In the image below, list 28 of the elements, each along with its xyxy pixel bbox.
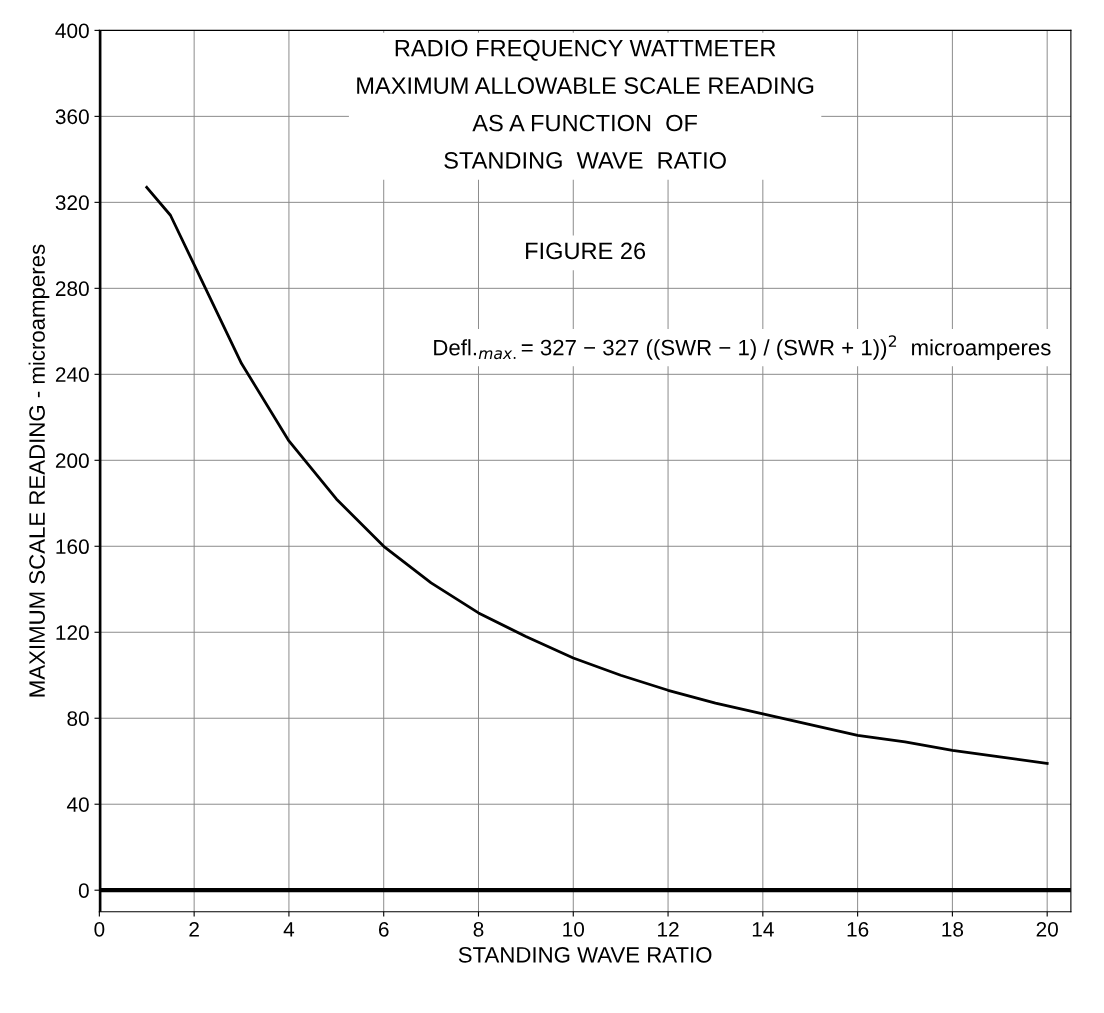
y-tick-label: 80 xyxy=(67,711,89,726)
y-tick-label: 40 xyxy=(66,797,89,812)
y-tick-label: 320 xyxy=(55,195,89,211)
x-tick-label: 20 xyxy=(1036,921,1058,937)
text: FIGURE 26 xyxy=(526,242,646,260)
y-tick-label: 400 xyxy=(55,23,89,39)
y-tick-label: 280 xyxy=(55,281,89,297)
y-tick-label: 360 xyxy=(55,109,89,125)
x-tick-label: 2 xyxy=(189,921,199,937)
x-tick-label: 16 xyxy=(847,921,869,937)
x-tick-label: 0 xyxy=(94,921,105,937)
x-tick-label: 14 xyxy=(752,922,774,937)
text: RADIO FREQUENCY WATTMETER MAXIMUM ALLOWABLE SCALE READING AS A FUNCTION OF STANDING WAVE RATIO xyxy=(357,39,814,169)
y-axis-title: MAXIMUM SCALE READING - microamperes xyxy=(28,244,50,697)
y-tick-label: 120 xyxy=(56,625,89,641)
y-tick-label: 200 xyxy=(55,453,89,469)
x-tick-label: 10 xyxy=(563,921,585,937)
y-tick-label: 240 xyxy=(55,367,89,383)
x-tick-label: 8 xyxy=(473,921,484,937)
line-series xyxy=(145,185,1049,765)
x-tick-label: 12 xyxy=(658,921,679,937)
x-tick-label: 6 xyxy=(378,921,389,937)
x-tick-label: 18 xyxy=(942,921,964,937)
x-tick-label: 4 xyxy=(283,922,295,937)
y-tick-label: 0 xyxy=(78,883,89,898)
x-axis-title: STANDING WAVE RATIO xyxy=(458,946,712,963)
annotation: Defl.$_{max.}$= 327 − 327 ((SWR − 1) / (SWR + 1))$^{2}$ microamperes xyxy=(434,335,1051,360)
y-tick-label: 160 xyxy=(56,539,89,555)
